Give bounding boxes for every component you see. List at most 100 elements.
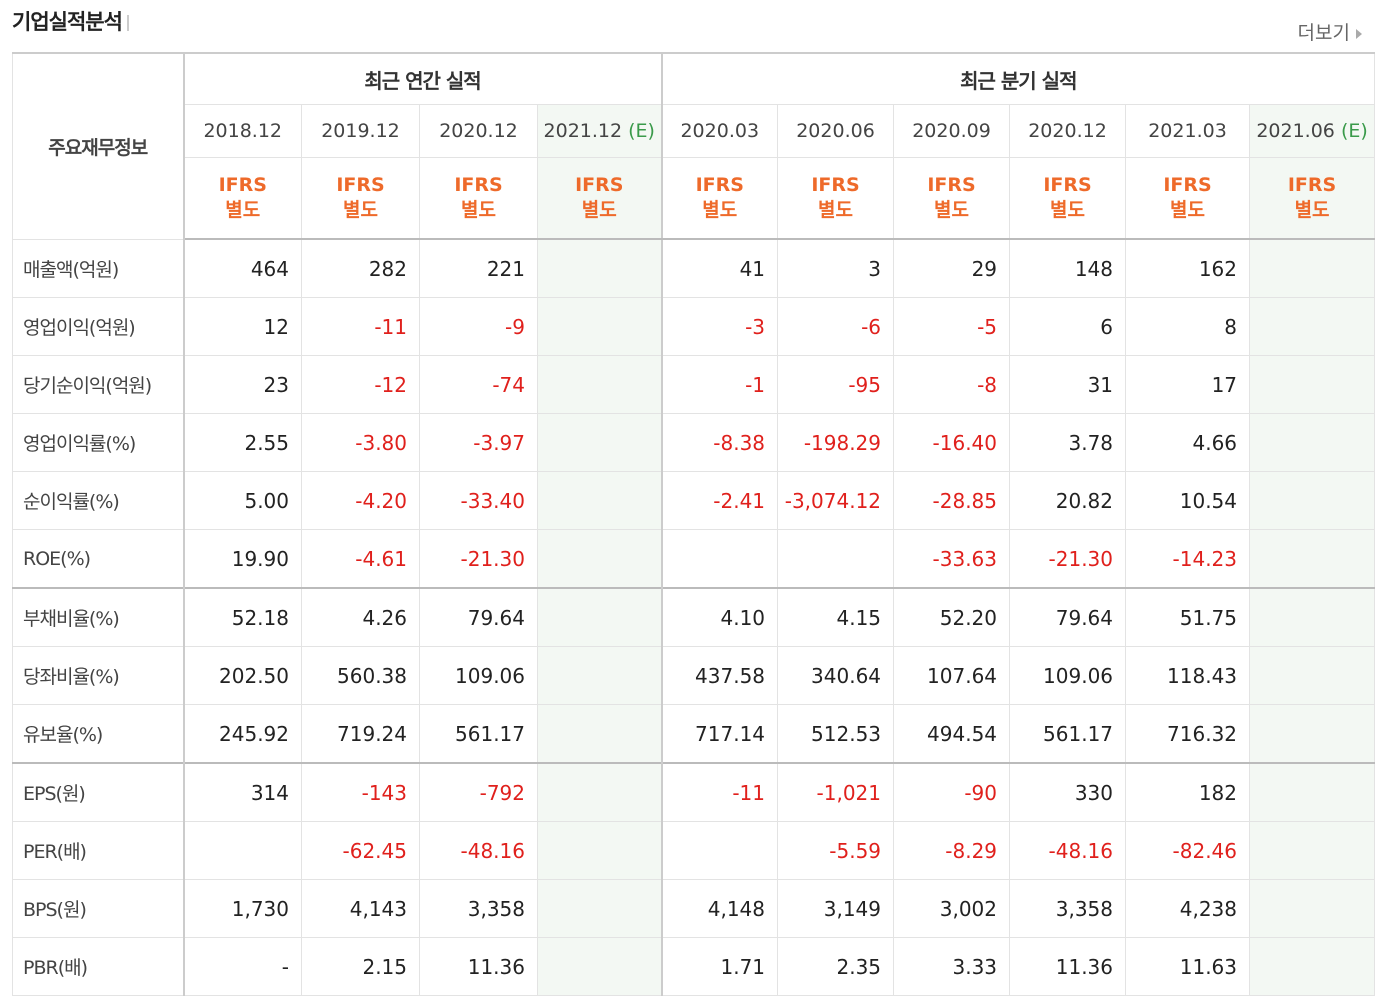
table-cell: - bbox=[183, 937, 302, 996]
table-cell: 4.66 bbox=[1125, 413, 1251, 472]
caret-right-icon bbox=[1356, 28, 1362, 39]
table-cell: 6 bbox=[1009, 297, 1127, 356]
period-date: 2020.03 bbox=[680, 120, 760, 142]
row-label: 유보율(%) bbox=[12, 704, 185, 764]
table-cell: -8.29 bbox=[893, 821, 1011, 880]
table-cell bbox=[536, 762, 663, 822]
period-date: 2019.12 bbox=[321, 120, 400, 142]
table-cell: 19.90 bbox=[183, 529, 302, 589]
period-header: 2020.12 bbox=[419, 104, 538, 158]
table-cell: -33.63 bbox=[893, 529, 1011, 589]
ifrs-label: IFRS bbox=[336, 174, 385, 196]
table-row: BPS(원) 1,730 4,143 3,358 4,148 3,149 3,002 3,35… bbox=[12, 879, 1376, 938]
period-date: 2021.12 bbox=[543, 120, 623, 142]
row-label: 매출액(억원) bbox=[12, 238, 185, 298]
table-cell: -3.80 bbox=[301, 413, 420, 472]
table-cell: 2.55 bbox=[183, 413, 302, 472]
table-cell: 79.64 bbox=[419, 587, 538, 647]
period-header: 2021.06 (E) bbox=[1249, 104, 1376, 158]
separate-label: 별도 bbox=[343, 199, 378, 221]
table-cell bbox=[1249, 529, 1376, 589]
table-cell: 4,238 bbox=[1125, 879, 1251, 938]
table-cell bbox=[536, 355, 663, 414]
table-cell bbox=[1249, 821, 1376, 880]
more-link[interactable]: 더보기 bbox=[1298, 18, 1362, 45]
table-cell: 1,730 bbox=[183, 879, 302, 938]
table-cell: 162 bbox=[1125, 238, 1251, 298]
table-cell bbox=[536, 529, 663, 589]
table-cell: -33.40 bbox=[419, 471, 538, 530]
table-cell bbox=[536, 471, 663, 530]
table-cell bbox=[536, 937, 663, 996]
table-cell: 3 bbox=[777, 238, 895, 298]
table-cell: 3,358 bbox=[419, 879, 538, 938]
accounting-standard: IFRS 별도 bbox=[183, 157, 302, 240]
table-cell: 51.75 bbox=[1125, 587, 1251, 647]
table-cell: 20.82 bbox=[1009, 471, 1127, 530]
table-cell: -12 bbox=[301, 355, 420, 414]
table-cell: 512.53 bbox=[777, 704, 895, 764]
table-cell bbox=[1249, 879, 1376, 938]
table-cell: 3,149 bbox=[777, 879, 895, 938]
table-cell bbox=[536, 879, 663, 938]
estimate-mark: (E) bbox=[1340, 120, 1368, 142]
table-cell bbox=[183, 821, 302, 880]
table-cell: 4.15 bbox=[777, 587, 895, 647]
table-cell: -3 bbox=[660, 297, 779, 356]
table-cell: 107.64 bbox=[893, 646, 1011, 705]
table-cell: -9 bbox=[419, 297, 538, 356]
ifrs-label: IFRS bbox=[811, 174, 860, 196]
table-cell: -2.41 bbox=[660, 471, 779, 530]
table-row: 유보율(%) 245.92 719.24 561.17 717.14 512.53 494.… bbox=[12, 704, 1376, 764]
ifrs-label: IFRS bbox=[1043, 174, 1092, 196]
accounting-standard: IFRS 별도 bbox=[1125, 157, 1251, 240]
table-cell: 23 bbox=[183, 355, 302, 414]
title-divider bbox=[126, 15, 129, 31]
accounting-standard: IFRS 별도 bbox=[301, 157, 420, 240]
separate-label: 별도 bbox=[702, 199, 738, 221]
separate-label: 별도 bbox=[1294, 199, 1330, 221]
accounting-standard: IFRS 별도 bbox=[893, 157, 1011, 240]
table-cell: 41 bbox=[660, 238, 779, 298]
table-cell: 79.64 bbox=[1009, 587, 1127, 647]
annual-header: 최근 연간 실적 bbox=[182, 52, 663, 105]
table-cell: 148 bbox=[1009, 238, 1127, 298]
table-cell: -21.30 bbox=[1009, 529, 1127, 589]
table-cell: 29 bbox=[893, 238, 1011, 298]
separate-label: 별도 bbox=[225, 199, 261, 221]
table-cell bbox=[1249, 297, 1376, 356]
table-cell: 12 bbox=[183, 297, 302, 356]
row-label: 영업이익률(%) bbox=[12, 413, 185, 472]
row-label: 영업이익(억원) bbox=[12, 297, 185, 356]
table-cell: -62.45 bbox=[301, 821, 420, 880]
table-cell bbox=[1249, 238, 1376, 298]
more-label: 더보기 bbox=[1297, 22, 1350, 44]
table-cell bbox=[1249, 413, 1376, 472]
table-cell: -4.20 bbox=[301, 471, 420, 530]
row-label: PER(배) bbox=[12, 821, 185, 880]
row-label: 당좌비율(%) bbox=[12, 646, 185, 705]
table-cell: 4,143 bbox=[301, 879, 420, 938]
table-cell bbox=[1249, 471, 1376, 530]
table-cell bbox=[660, 821, 779, 880]
table-cell: -11 bbox=[660, 762, 779, 822]
table-cell: -82.46 bbox=[1125, 821, 1251, 880]
table-cell bbox=[536, 587, 663, 647]
period-header: 2020.12 bbox=[1009, 104, 1127, 158]
table-cell: 560.38 bbox=[301, 646, 420, 705]
table-cell: 109.06 bbox=[419, 646, 538, 705]
estimate-mark: (E) bbox=[628, 120, 655, 142]
table-cell: 4,148 bbox=[660, 879, 779, 938]
period-header: 2020.06 bbox=[777, 104, 895, 158]
table-cell: -74 bbox=[419, 355, 538, 414]
table-cell bbox=[777, 529, 895, 589]
table-cell: 561.17 bbox=[419, 704, 538, 764]
period-date: 2020.12 bbox=[1028, 120, 1107, 142]
table-row: EPS(원) 314 -143 -792 -11 -1,021 -90 330 182 bbox=[12, 762, 1376, 822]
table-row: 매출액(억원) 464 282 221 41 3 29 148 162 bbox=[12, 238, 1376, 298]
table-cell: -11 bbox=[301, 297, 420, 356]
ifrs-label: IFRS bbox=[927, 174, 976, 196]
section-title: 기업실적분석 bbox=[12, 6, 129, 36]
table-cell: -48.16 bbox=[1009, 821, 1127, 880]
table-cell: -95 bbox=[777, 355, 895, 414]
